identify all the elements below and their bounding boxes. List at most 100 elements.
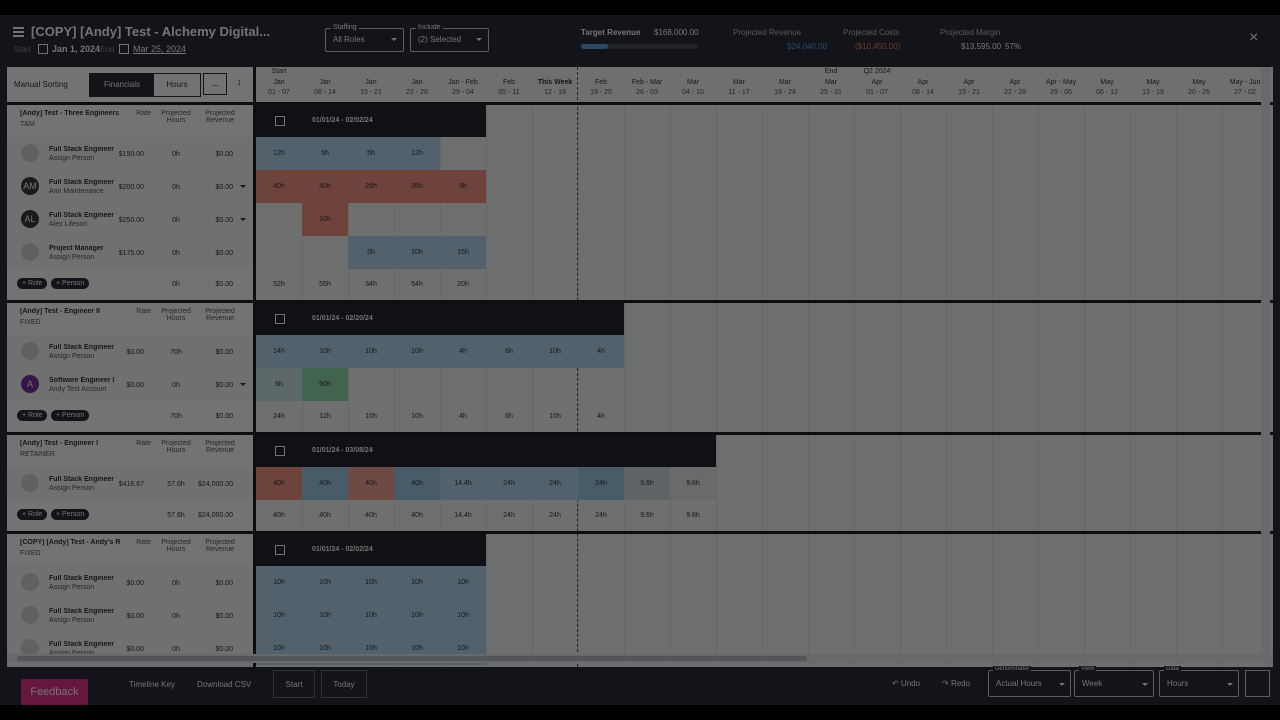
allocation-cell[interactable]: 10h (394, 566, 440, 599)
collapse-icon[interactable]: ↕ (237, 77, 242, 87)
person-name[interactable]: Assign Person (49, 353, 95, 360)
allocation-cell[interactable]: 10h (256, 599, 302, 632)
metric-value: ($10,450.00) (855, 42, 901, 51)
person-name[interactable]: Alex Lifeson (49, 221, 88, 228)
allocation-cell[interactable]: 4h (578, 335, 624, 368)
person-name[interactable]: Assign Person (49, 617, 95, 624)
nav-button[interactable]: Start (273, 670, 315, 698)
row-dropdown[interactable] (240, 218, 246, 224)
allocation-cell[interactable]: 10h (348, 599, 394, 632)
week-total: 4h (459, 413, 467, 420)
menu-icon[interactable] (13, 27, 24, 29)
allocation-cell[interactable]: 10h (394, 236, 440, 269)
allocation-cell[interactable]: 40h (394, 467, 440, 500)
add-role-button[interactable]: + Role (17, 410, 48, 421)
allocation-cell[interactable]: 14h (256, 335, 302, 368)
week-total: 10h (411, 413, 423, 420)
person-name[interactable]: Assign Person (49, 584, 95, 591)
person-name[interactable]: Assign Person (49, 155, 95, 162)
allocation-cell[interactable]: 8h (256, 368, 302, 401)
allocation-cell[interactable]: 10h (348, 335, 394, 368)
allocation-cell[interactable]: 10h (302, 566, 348, 599)
allocation-cell[interactable]: 24h (532, 467, 578, 500)
allocation-cell[interactable]: 6h (486, 335, 532, 368)
person-name[interactable]: Andy Test Account (49, 386, 107, 393)
timeline-marker: Q2 2024 (863, 68, 891, 75)
week-column-line (670, 102, 671, 667)
allocation-cell[interactable]: 15h (440, 236, 486, 269)
allocation-cell[interactable]: 10h (440, 566, 486, 599)
more-button[interactable]: ... (203, 73, 227, 95)
add-person-button[interactable]: + Person (51, 278, 90, 289)
allocation-cell[interactable]: 10h (394, 599, 440, 632)
allocation-cell[interactable]: 10h (302, 335, 348, 368)
allocation-cell[interactable]: 24h (486, 467, 532, 500)
allocation-cell[interactable]: 10h (302, 203, 348, 236)
undo-button[interactable]: ↶ Undo (892, 679, 921, 688)
add-role-button[interactable]: + Role (17, 509, 48, 520)
week-dates: 22 - 28 (1004, 89, 1026, 96)
allocation-cell[interactable]: 14.4h (440, 467, 486, 500)
allocation-cell[interactable]: 9.6h (670, 467, 716, 500)
allocation-cell[interactable]: 50h (302, 368, 348, 401)
allocation-cell[interactable]: 40h (302, 170, 348, 203)
col-head: Rate (136, 539, 151, 546)
allocation-cell[interactable]: 29h (348, 170, 394, 203)
calendar-icon (275, 314, 285, 324)
start-date[interactable]: Jan 1, 2024 (52, 44, 101, 54)
select-label: Denominator (993, 666, 1032, 672)
allocation-cell[interactable]: 5h (348, 137, 394, 170)
total-hours: 70h (170, 413, 182, 420)
download-csv[interactable]: Download CSV (197, 680, 252, 689)
allocation-cell[interactable]: 5h (348, 236, 394, 269)
allocation-cell[interactable]: 9.6h (624, 467, 670, 500)
allocation-cell[interactable]: 40h (256, 170, 302, 203)
person-name[interactable]: Assign Person (49, 254, 95, 261)
projected-revenue: $0.00 (215, 580, 233, 587)
end-date[interactable]: Mar 25, 2024 (133, 44, 187, 54)
allocation-cell[interactable]: 4h (440, 335, 486, 368)
col-head: Projected Hours (161, 440, 191, 454)
allocation-cell[interactable]: 10h (256, 566, 302, 599)
allocation-cell[interactable]: 12h (256, 137, 302, 170)
allocation-cell[interactable]: 12h (394, 137, 440, 170)
redo-button[interactable]: ↷ Redo (942, 679, 971, 688)
person-name[interactable]: Assign Person (49, 485, 95, 492)
week-total: 52h (273, 281, 285, 288)
feedback-button[interactable]: Feedback (21, 679, 88, 705)
allocation-cell[interactable]: 40h (348, 467, 394, 500)
week-month: This Week (537, 79, 573, 86)
add-person-button[interactable]: + Person (51, 509, 90, 520)
select-value: Hours (1167, 679, 1189, 688)
allocation-cell[interactable]: 9h (440, 170, 486, 203)
row-dropdown[interactable] (240, 185, 246, 191)
person-name[interactable]: Ann Maintenance (49, 188, 104, 195)
allocation-cell[interactable]: 40h (302, 467, 348, 500)
allocation-cell[interactable]: 40h (256, 467, 302, 500)
timeline-key[interactable]: Timeline Key (129, 680, 175, 689)
billing-type: FIXED (20, 550, 41, 557)
allocation-cell[interactable]: 24h (578, 467, 624, 500)
close-button[interactable]: × (1249, 29, 1259, 46)
row-dropdown[interactable] (240, 383, 246, 389)
nav-button[interactable]: Today (321, 670, 367, 698)
allocation-cell[interactable]: 10h (532, 335, 578, 368)
allocation-cell[interactable]: 10h (440, 599, 486, 632)
allocation-cell[interactable]: 35h (394, 170, 440, 203)
sort-dropdown[interactable]: Manual Sorting (14, 80, 68, 89)
avatar-placeholder (21, 144, 39, 162)
allocation-cell[interactable]: 10h (302, 599, 348, 632)
add-person-button[interactable]: + Person (51, 410, 90, 421)
allocation-cell[interactable]: 5h (302, 137, 348, 170)
add-role-button[interactable]: + Role (17, 278, 48, 289)
visibility-toggle[interactable] (1245, 670, 1270, 697)
allocation-cell[interactable]: 10h (348, 566, 394, 599)
week-total: 9.6h (640, 512, 654, 519)
allocation-cell[interactable]: 10h (394, 335, 440, 368)
view-tab[interactable]: Financials (89, 73, 155, 97)
col-head: Projected Hours (161, 110, 191, 124)
col-head: Projected Revenue (205, 539, 235, 553)
date-range: 01/01/24 - 02/02/24 (312, 546, 373, 553)
rate: $416.67 (118, 481, 144, 488)
view-tab[interactable]: Hours (153, 73, 201, 97)
